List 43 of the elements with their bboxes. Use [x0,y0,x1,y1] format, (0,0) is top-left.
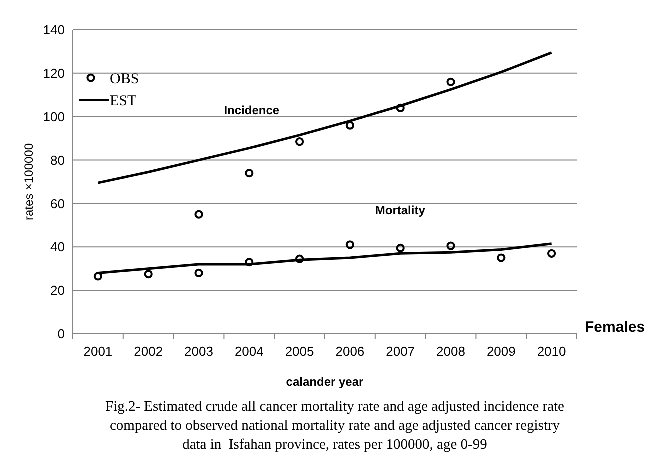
y-tick-label: 0 [58,326,65,342]
point [94,272,102,281]
x-tick-label: 2008 [436,344,466,359]
point [144,270,153,279]
line-series [96,52,554,184]
point [245,258,254,267]
y-tick-label: 60 [50,196,65,212]
y-tick-label: 120 [43,66,65,81]
annotation: Incidence [224,104,280,118]
x-tick-label: 2002 [134,344,164,359]
y-axis-title: rates ×100000 [22,143,36,221]
x-tick-label: 2010 [537,344,566,359]
point [245,169,254,178]
y-tick-label: 40 [50,240,65,255]
point [548,249,556,258]
y-tick-label: 80 [50,152,65,168]
point [296,254,304,264]
point [296,138,304,146]
x-tick-label: 2006 [336,344,365,359]
point [396,104,405,112]
x-axis-title: calander year [286,375,364,389]
legend-label: EST [110,93,137,110]
x-tick-label: 2007 [386,344,416,359]
x-tick-label: 2004 [234,344,264,359]
x-tick-label: 2001 [84,344,113,359]
point [446,242,456,250]
text: Females [585,319,646,336]
caption: Fig.2- Estimated crude all cancer mortality rate and age adjusted incidence rate compared to observed national mortality rate and age adjusted cancer registry data in Isfahan province, rates per 100000, age 0-99 [106,399,564,453]
legend-label: OBS [110,71,140,88]
point [346,121,354,130]
y-tick-label: 100 [43,109,65,124]
point [396,244,405,253]
point [194,268,204,278]
point [497,254,506,262]
y-tick-label: 140 [43,22,65,38]
point [446,78,456,86]
x-tick-label: 2003 [184,344,214,359]
x-tick-label: 2009 [486,344,516,359]
point [194,210,204,219]
annotation: Mortality [375,204,426,218]
x-tick-label: 2005 [285,344,314,359]
y-tick-label: 20 [50,283,65,298]
point [346,240,354,250]
